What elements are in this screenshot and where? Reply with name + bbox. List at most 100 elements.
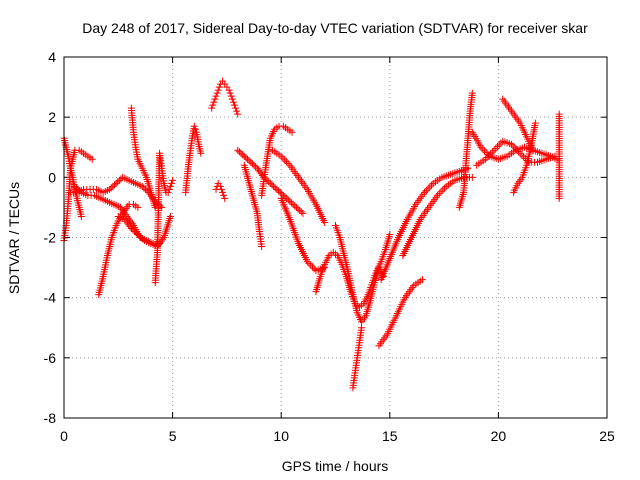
- data-point: [234, 146, 242, 154]
- data-point: [276, 188, 284, 196]
- data-point: [435, 190, 443, 198]
- data-point: [307, 261, 315, 269]
- data-point: [497, 139, 505, 147]
- data-point: [426, 183, 434, 191]
- data-point: [107, 184, 115, 192]
- data-point: [248, 160, 256, 168]
- data-point: [245, 157, 253, 165]
- data-point: [132, 229, 140, 237]
- data-point: [227, 92, 235, 100]
- data-point: [288, 199, 296, 207]
- data-point: [507, 140, 515, 148]
- y-axis-label: SDTVAR / TECUs: [6, 182, 22, 294]
- data-point: [244, 155, 252, 163]
- data-point: [164, 188, 172, 196]
- data-point: [122, 217, 130, 225]
- plot-frame: [63, 56, 608, 419]
- data-point: [137, 234, 145, 241]
- data-point: [76, 187, 84, 195]
- data-point: [234, 110, 242, 118]
- data-point: [278, 190, 286, 198]
- data-point: [213, 89, 221, 97]
- data-point: [266, 179, 274, 187]
- data-point: [109, 182, 117, 190]
- data-point: [166, 182, 174, 190]
- y-tick-label: -4: [44, 290, 57, 306]
- data-point: [138, 182, 146, 190]
- x-tick-label: 5: [169, 428, 177, 444]
- data-point: [284, 159, 292, 167]
- data-point: [225, 86, 233, 94]
- data-point: [514, 147, 522, 155]
- data-point: [151, 203, 159, 211]
- data-point: [274, 187, 282, 195]
- data-point: [169, 176, 177, 184]
- data-point: [216, 182, 224, 190]
- data-point: [212, 92, 220, 100]
- data-point: [121, 215, 129, 223]
- data-point: [129, 226, 137, 234]
- data-point: [495, 141, 503, 149]
- data-point: [418, 276, 426, 284]
- data-point: [88, 155, 96, 163]
- data-point: [555, 194, 563, 202]
- data-point: [292, 203, 300, 211]
- data-point: [490, 146, 498, 154]
- data-point: [210, 98, 218, 106]
- data-point: [428, 181, 436, 189]
- data-point: [253, 164, 261, 172]
- data-point: [134, 230, 142, 238]
- x-axis-label: GPS time / hours: [282, 458, 389, 474]
- data-point: [165, 185, 173, 193]
- grid-lines: [64, 57, 607, 418]
- data-point: [286, 197, 294, 205]
- y-tick-label: -8: [44, 410, 57, 426]
- data-point: [166, 212, 174, 220]
- data-point: [305, 259, 313, 267]
- data-point: [134, 203, 142, 211]
- data-point: [483, 153, 491, 161]
- data-point: [229, 98, 237, 106]
- data-points: [60, 77, 563, 392]
- data-point: [135, 232, 143, 240]
- data-point: [168, 179, 176, 187]
- data-point: [191, 125, 199, 133]
- data-point: [233, 107, 241, 115]
- data-point: [71, 182, 79, 190]
- data-point: [468, 89, 476, 97]
- data-point: [513, 146, 521, 154]
- data-point: [258, 243, 266, 251]
- data-point: [211, 95, 219, 103]
- data-point: [441, 184, 449, 192]
- data-point: [141, 185, 149, 193]
- data-point: [271, 184, 279, 192]
- data-point: [221, 194, 229, 202]
- data-point: [242, 154, 250, 162]
- data-point: [217, 185, 225, 193]
- data-point: [131, 227, 139, 235]
- data-point: [299, 209, 307, 217]
- y-tick-label: 0: [48, 169, 56, 185]
- data-point: [247, 158, 255, 166]
- x-tick-label: 25: [599, 428, 615, 444]
- data-point: [289, 200, 297, 208]
- data-point: [74, 185, 82, 193]
- data-point: [321, 218, 329, 226]
- data-point: [509, 142, 517, 150]
- x-tick-label: 10: [273, 428, 289, 444]
- data-point: [106, 185, 114, 193]
- data-point: [72, 184, 80, 192]
- y-tick-label: 4: [48, 49, 56, 65]
- data-point: [386, 230, 394, 238]
- data-point: [232, 104, 240, 112]
- data-point: [239, 151, 247, 159]
- data-point: [116, 203, 124, 211]
- data-point: [281, 193, 289, 201]
- data-point: [468, 173, 476, 181]
- data-point: [197, 149, 205, 157]
- chart-title: Day 248 of 2017, Sidereal Day-to-day VTE…: [82, 20, 588, 36]
- data-point: [279, 154, 287, 162]
- data-point: [252, 163, 260, 171]
- data-point: [125, 221, 133, 229]
